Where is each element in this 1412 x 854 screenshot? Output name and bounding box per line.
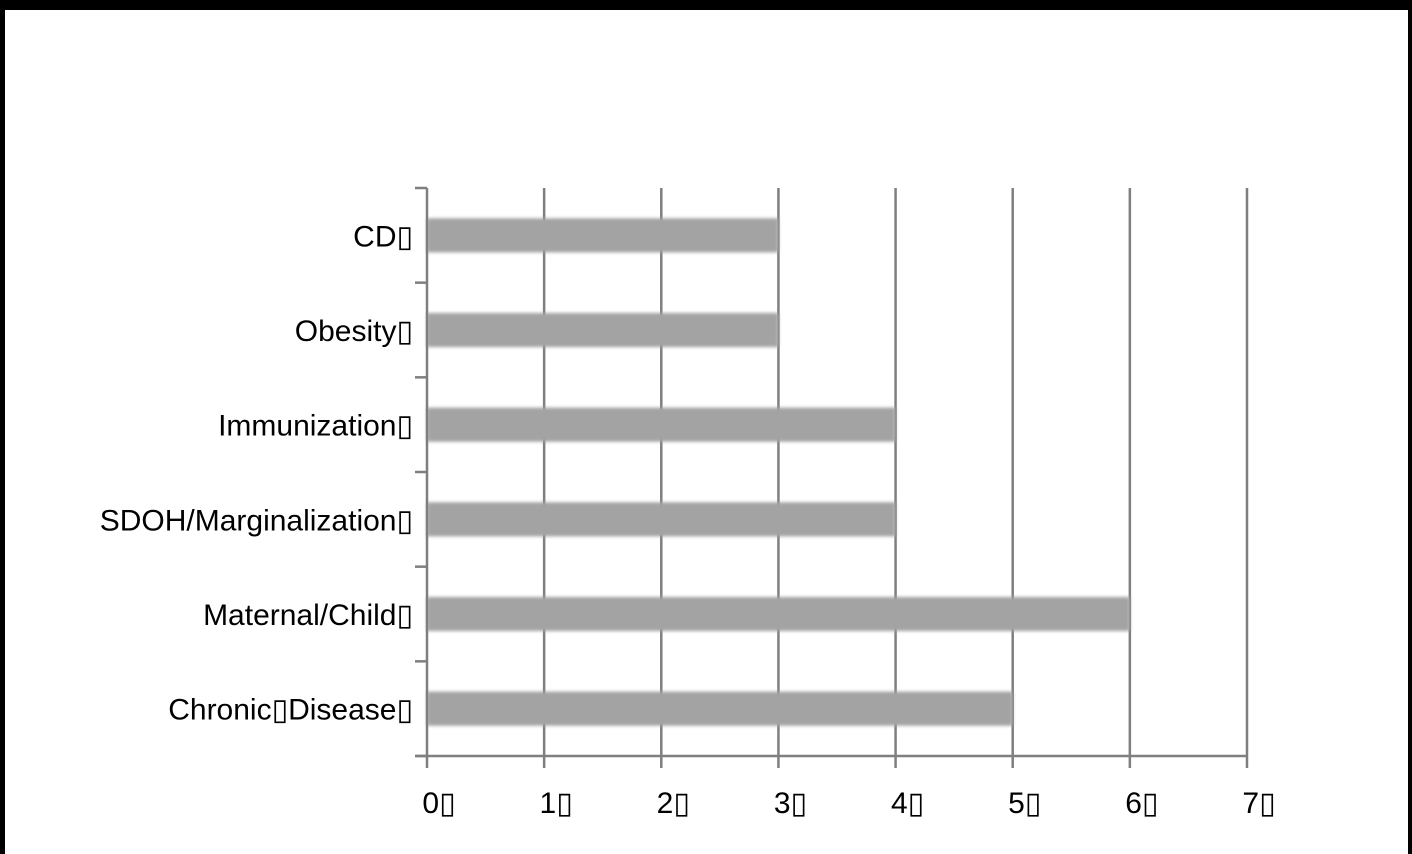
x-tick-label-7: 7▯ [1242, 787, 1275, 820]
bar-4 [427, 312, 779, 348]
y-tick-label-3: Immunization▯ [218, 410, 413, 443]
bar-5 [427, 218, 779, 253]
bar-0 [427, 691, 1013, 726]
y-tick-label-0: Chronic▯Disease▯ [168, 694, 413, 727]
axes [415, 186, 1249, 768]
x-tick-label-2: 2▯ [657, 787, 690, 820]
bar-1 [427, 596, 1130, 632]
x-tick-label-3: 3▯ [774, 787, 807, 820]
bars [427, 218, 1130, 726]
x-tick-label-0: 0▯ [422, 787, 455, 820]
bar-3 [427, 407, 896, 442]
x-tick-label-6: 6▯ [1125, 787, 1158, 820]
y-tick-label-4: Obesity▯ [295, 315, 413, 348]
gridlines [542, 188, 1249, 756]
x-tick-label-4: 4▯ [891, 787, 924, 820]
y-tick-label-5: CD▯ [353, 220, 413, 253]
y-tick-label-2: SDOH/Marginalization▯ [100, 504, 413, 537]
x-tick-label-1: 1▯ [540, 787, 573, 820]
bar-2 [427, 502, 896, 537]
bar-chart: Chronic▯Disease▯ Maternal/Child▯ SDOH/Marg… [100, 186, 1276, 820]
tick-labels: Chronic▯Disease▯ Maternal/Child▯ SDOH/Marg… [100, 220, 1276, 820]
y-tick-label-1: Maternal/Child▯ [203, 599, 413, 632]
x-tick-label-5: 5▯ [1008, 787, 1041, 820]
